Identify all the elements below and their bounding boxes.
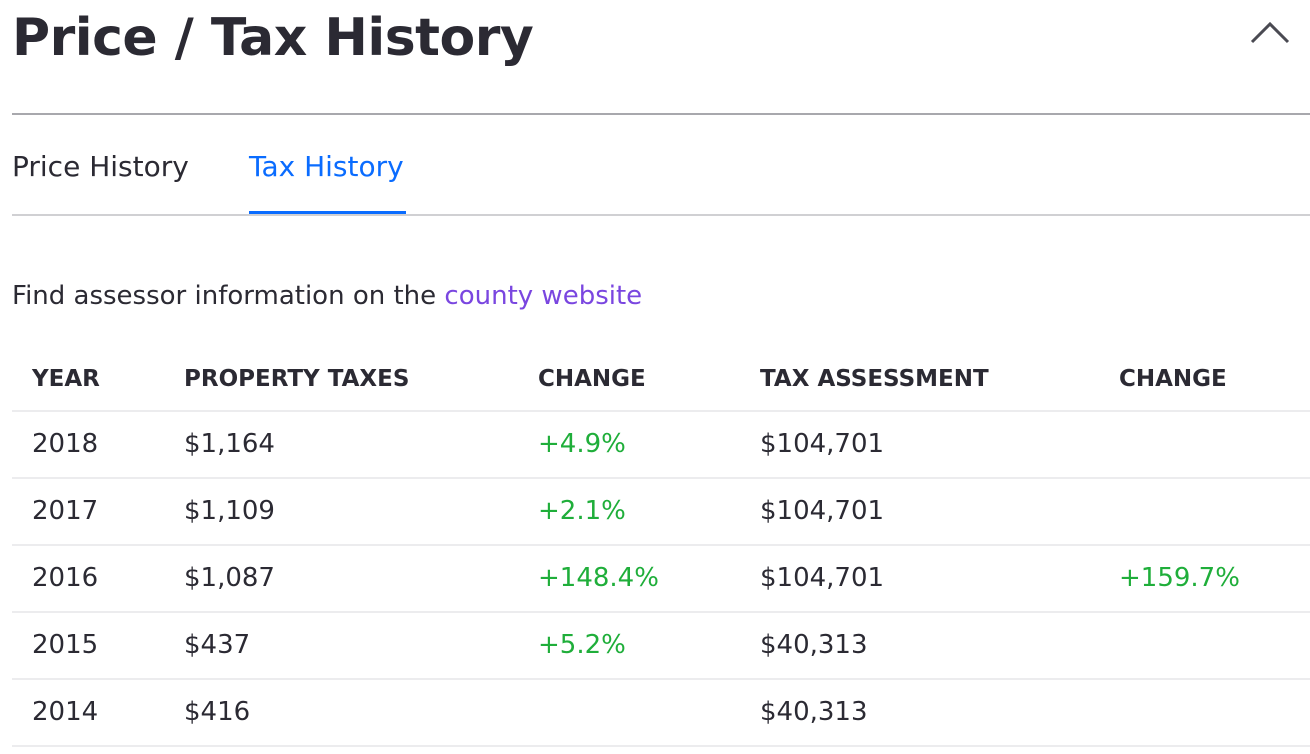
tab-price-history[interactable]: Price History: [12, 150, 189, 183]
cell-tax-change: +148.4%: [538, 563, 659, 593]
active-tab-indicator: [249, 211, 406, 215]
cell-year: 2018: [32, 429, 99, 459]
row-divider: [12, 410, 1310, 412]
assessor-info-text: Find assessor information on the: [12, 281, 445, 311]
cell-tax-change: +5.2%: [538, 630, 626, 660]
cell-tax-change: +2.1%: [538, 496, 626, 526]
divider: [12, 113, 1310, 115]
column-header-property-taxes: PROPERTY TAXES: [184, 366, 410, 392]
page-title: Price / Tax History: [12, 8, 534, 68]
cell-assessment: $40,313: [760, 630, 868, 660]
cell-year: 2017: [32, 496, 99, 526]
row-divider: [12, 611, 1310, 613]
cell-assessment: $104,701: [760, 563, 885, 593]
tab-tax-history[interactable]: Tax History: [249, 150, 404, 183]
row-divider: [12, 544, 1310, 546]
cell-taxes: $416: [184, 697, 251, 727]
collapse-button[interactable]: [1246, 18, 1294, 50]
cell-assessment: $104,701: [760, 496, 885, 526]
cell-year: 2015: [32, 630, 99, 660]
county-website-link[interactable]: county website: [444, 281, 643, 311]
column-header-assessment-change: CHANGE: [1119, 366, 1227, 392]
cell-taxes: $437: [184, 630, 251, 660]
cell-assessment: $104,701: [760, 429, 885, 459]
column-header-tax-change: CHANGE: [538, 366, 646, 392]
cell-assessment-change: +159.7%: [1119, 563, 1240, 593]
column-header-year: YEAR: [32, 366, 100, 392]
assessor-info: Find assessor information on the county …: [12, 281, 642, 311]
cell-taxes: $1,109: [184, 496, 275, 526]
row-divider: [12, 477, 1310, 479]
row-divider: [12, 745, 1310, 747]
column-header-tax-assessment: TAX ASSESSMENT: [760, 366, 989, 392]
cell-year: 2016: [32, 563, 99, 593]
row-divider: [12, 678, 1310, 680]
tabs-divider: [12, 214, 1310, 216]
cell-year: 2014: [32, 697, 99, 727]
chevron-up-icon: [1250, 21, 1290, 44]
cell-tax-change: +4.9%: [538, 429, 626, 459]
cell-assessment: $40,313: [760, 697, 868, 727]
cell-taxes: $1,087: [184, 563, 275, 593]
cell-taxes: $1,164: [184, 429, 275, 459]
